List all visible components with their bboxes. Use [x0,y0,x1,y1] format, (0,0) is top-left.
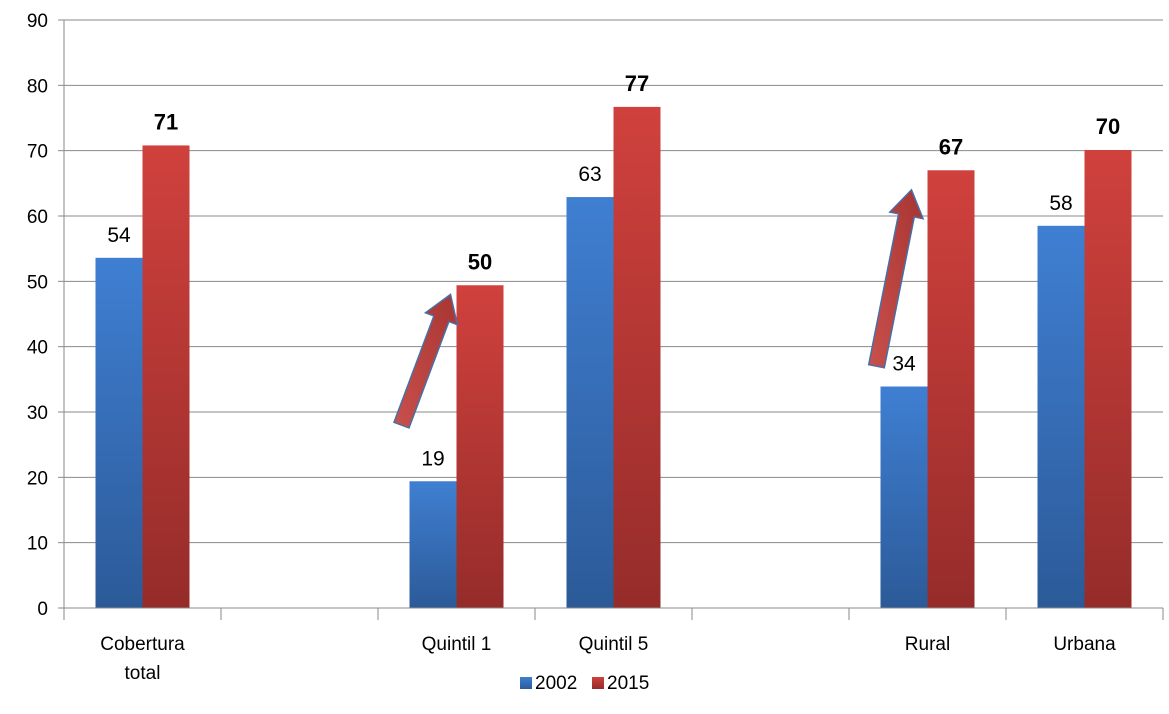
y-tick-label: 70 [27,142,48,163]
annotations [393,188,925,429]
y-tick-label: 30 [27,403,48,424]
data-label-2002: 54 [107,224,131,247]
bar-2002 [409,481,457,608]
bar-2002 [566,197,614,608]
x-tick-label: Quintil 5 [579,634,649,655]
y-tick-label: 0 [37,599,48,620]
bar-2015 [927,170,975,608]
data-label-2002: 19 [421,447,444,470]
x-tick-label: total [125,663,161,684]
y-tick-label: 80 [27,76,48,97]
y-tick-label: 40 [27,338,48,359]
legend-label-2002: 2002 [535,673,577,694]
bar-2015 [613,106,661,608]
arrow-annotation [867,188,925,369]
data-label-2015: 50 [468,249,492,274]
legend: 2002 2015 [520,673,649,694]
data-label-2002: 34 [892,353,916,376]
y-tick-label: 90 [27,11,48,32]
bar-2002 [95,257,143,608]
arrow-annotation [393,293,459,429]
y-tick-label: 60 [27,207,48,228]
y-tick-label: 20 [27,468,48,489]
data-label-2015: 71 [154,109,178,134]
bars [95,106,1132,609]
legend-label-2015: 2015 [607,673,649,694]
data-labels: 54 19 63 34 58 71 50 77 67 70 [107,71,1120,470]
data-label-2002: 63 [578,163,601,186]
data-label-2002: 58 [1049,192,1072,215]
y-tick-label: 50 [27,272,48,293]
x-tick-label: Cobertura [100,634,185,655]
bar-2015 [456,285,504,608]
data-label-2015: 70 [1096,114,1120,139]
y-tick-label: 10 [27,534,48,555]
legend-swatch-2002 [520,677,532,689]
bar-2002 [880,386,928,608]
bar-2015 [1084,150,1132,608]
data-label-2015: 67 [939,134,963,159]
x-tick-label: Rural [905,634,950,655]
legend-swatch-2015 [592,677,604,689]
bar-2015 [142,145,190,608]
axes: 0 10 20 30 40 50 60 70 80 90 Cobertura total Quintil… [27,11,1164,684]
data-label-2015: 77 [625,71,649,96]
x-tick-label: Quintil 1 [422,634,492,655]
x-tick-label: Urbana [1053,634,1116,655]
bar-2002 [1037,225,1085,609]
